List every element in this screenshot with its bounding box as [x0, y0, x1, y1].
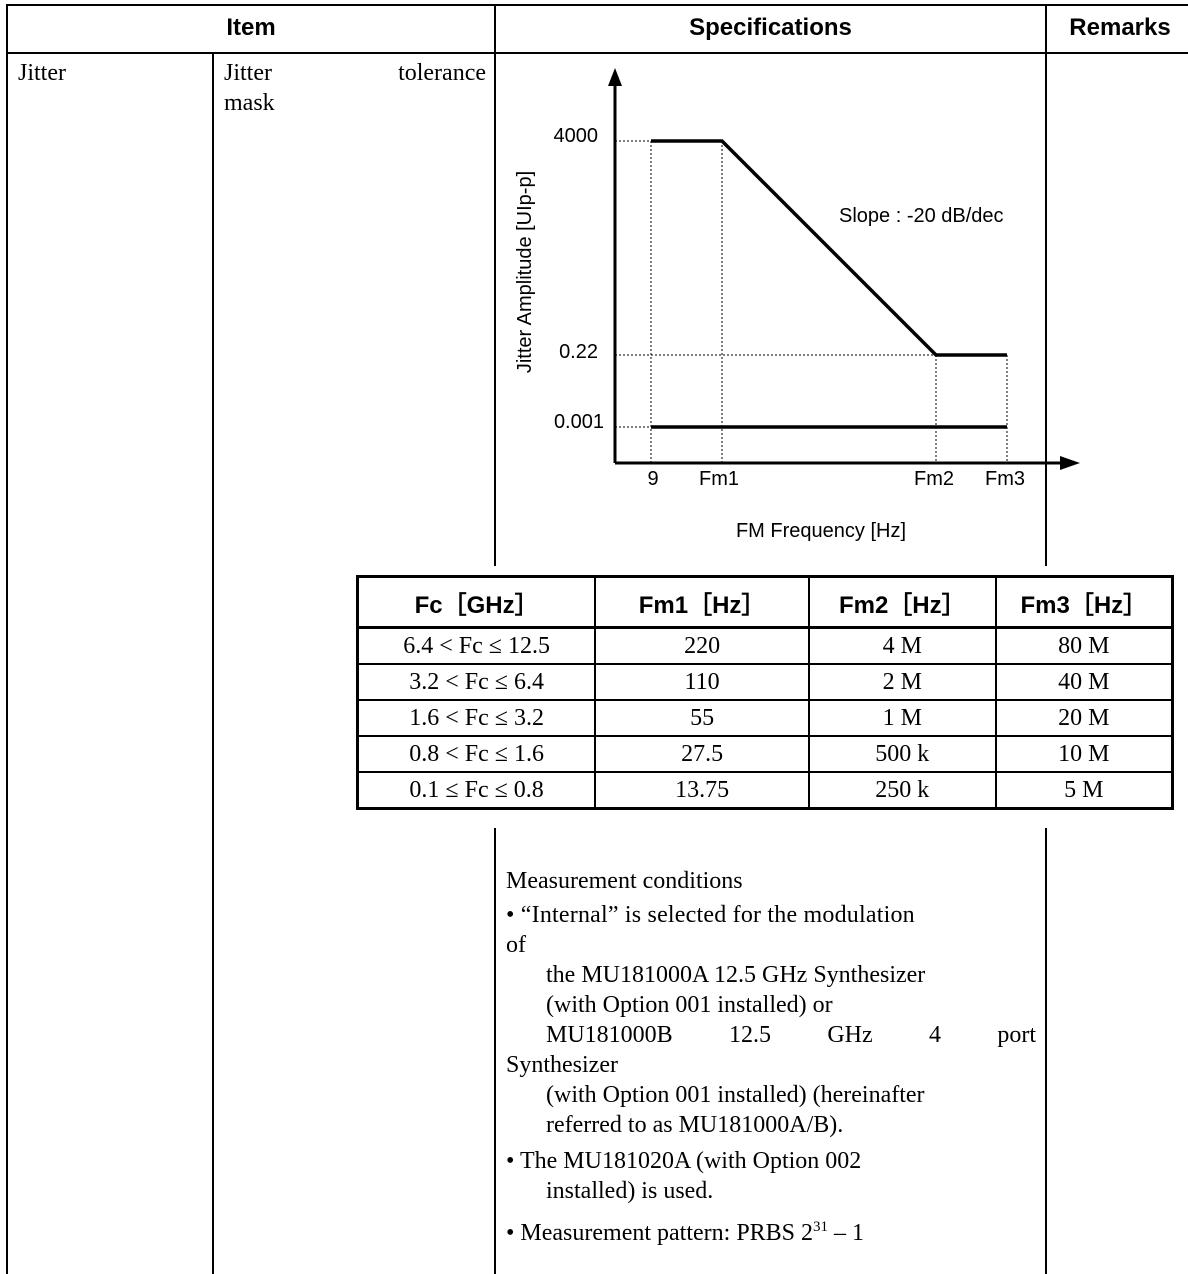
notes-bullet-1-line-3: the MU181000A 12.5 GHz Synthesizer	[546, 962, 926, 988]
cell-fm3: 5 M	[994, 771, 1174, 810]
header-remarks: Remarks	[1069, 14, 1171, 41]
y-tick-label-0.22: 0.22	[559, 341, 598, 363]
notes-bullet-1-line-1: • “Internal” is selected for the modulat…	[506, 902, 915, 928]
cell-fm2: 2 M	[807, 663, 997, 701]
table-row: 3.2 < Fc ≤ 6.4 110 2 M 40 M	[356, 663, 1174, 701]
cell-fm3: 10 M	[994, 735, 1174, 773]
col-header-fm2: Fm2［Hz］	[807, 575, 997, 629]
cell-fm2: 250 k	[807, 771, 997, 810]
left-border	[6, 4, 8, 1274]
cell-fc: 1.6 < Fc ≤ 3.2	[356, 699, 597, 737]
cell-fm1: 110	[594, 663, 810, 701]
notes-bullet-1-line-2: of	[506, 932, 526, 958]
y-tick-label-4000: 4000	[554, 125, 599, 147]
notes-bullet-3-suffix: – 1	[828, 1220, 865, 1246]
table-row: 6.4 < Fc ≤ 12.5 220 4 M 80 M	[356, 626, 1174, 665]
y-axis-label: Jitter Amplitude [UIp-p]	[514, 171, 536, 373]
table-header-row: Fc［GHz］ Fm1［Hz］ Fm2［Hz］ Fm3［Hz］	[356, 575, 1174, 629]
col-header-fm3: Fm3［Hz］	[994, 575, 1174, 629]
item-sub-word-2: tolerance	[398, 60, 486, 86]
notes-bullet-1-line-7: (with Option 001 installed) (hereinafter	[546, 1082, 925, 1108]
item-spec-divider-bottom	[494, 828, 496, 1274]
fm-frequency-table: Fc［GHz］ Fm1［Hz］ Fm2［Hz］ Fm3［Hz］ 6.4 < Fc…	[356, 575, 1174, 810]
item-main: Jitter	[18, 60, 66, 86]
cell-fc: 0.8 < Fc ≤ 1.6	[356, 735, 597, 773]
notes-bullet-3: • Measurement pattern: PRBS 231 – 1	[506, 1212, 1036, 1248]
header-item: Item	[226, 14, 276, 41]
notes-bullet-1-line-6: Synthesizer	[506, 1052, 618, 1078]
y-tick-label-0.001: 0.001	[554, 411, 604, 433]
guide-lines	[615, 140, 1008, 463]
cell-fm2: 1 M	[807, 699, 997, 737]
header-bottom-border	[6, 52, 1188, 54]
table-row: 0.1 ≤ Fc ≤ 0.8 13.75 250 k 5 M	[356, 771, 1174, 810]
cell-fm3: 40 M	[994, 663, 1174, 701]
notes-bullet-1-line-8: referred to as MU181000A/B).	[546, 1112, 844, 1138]
cell-fm3: 80 M	[994, 626, 1174, 665]
notes-bullet-3-exponent: 31	[813, 1219, 829, 1235]
x-axis-arrow	[1060, 456, 1080, 470]
header-specifications: Specifications	[689, 14, 852, 41]
notes-bullet-3-prefix: • Measurement pattern: PRBS 2	[506, 1220, 814, 1246]
cell-fc: 6.4 < Fc ≤ 12.5	[356, 626, 597, 665]
spec-remarks-divider-bottom	[1045, 828, 1047, 1274]
table-row: 1.6 < Fc ≤ 3.2 55 1 M 20 M	[356, 699, 1174, 737]
x-tick-label-fm2: Fm2	[914, 468, 954, 490]
top-border	[6, 4, 1188, 6]
cell-fc: 0.1 ≤ Fc ≤ 0.8	[356, 771, 597, 810]
notes-bullet-2-line-1: • The MU181020A (with Option 002	[506, 1148, 862, 1174]
x-axis-label: FM Frequency [Hz]	[736, 520, 906, 542]
cell-fm2: 4 M	[807, 626, 997, 665]
notes-bullet-1-line-4: (with Option 001 installed) or	[546, 992, 833, 1018]
item-sub: Jitter tolerance mask	[224, 58, 486, 118]
cell-fm3: 20 M	[994, 699, 1174, 737]
cell-fm1: 55	[594, 699, 810, 737]
item-sub-divider	[212, 52, 214, 1274]
item-sub-word-1: Jitter	[224, 60, 272, 86]
cell-fm1: 13.75	[594, 771, 810, 810]
table-row: 0.8 < Fc ≤ 1.6 27.5 500 k 10 M	[356, 735, 1174, 773]
jitter-tolerance-chart: 4000 0.22 0.001 9 Fm1 Fm2 Fm3 Slope : -2…	[514, 68, 1080, 542]
col-header-fc: Fc［GHz］	[356, 575, 597, 629]
x-tick-label-fm1: Fm1	[699, 468, 739, 490]
x-tick-label-9: 9	[647, 468, 658, 490]
cell-fm1: 220	[594, 626, 810, 665]
notes-bullet-1-line-5: MU181000B 12.5 GHz 4 port	[546, 1022, 1036, 1048]
notes-bullet-2-line-2: installed) is used.	[546, 1178, 714, 1204]
y-axis-arrow	[608, 68, 622, 86]
item-sub-line-2: mask	[224, 90, 275, 116]
notes-title: Measurement conditions	[506, 868, 743, 894]
cell-fc: 3.2 < Fc ≤ 6.4	[356, 663, 597, 701]
col-header-fm1: Fm1［Hz］	[594, 575, 810, 629]
cell-fm1: 27.5	[594, 735, 810, 773]
slope-annotation: Slope : -20 dB/dec	[839, 205, 1004, 227]
cell-fm2: 500 k	[807, 735, 997, 773]
item-spec-divider-top	[494, 4, 496, 566]
mask-upper-line	[651, 139, 1007, 357]
spec-remarks-divider-top	[1045, 4, 1047, 566]
x-tick-label-fm3: Fm3	[985, 468, 1025, 490]
measurement-conditions: Measurement conditions • “Internal” is s…	[506, 866, 1036, 1248]
